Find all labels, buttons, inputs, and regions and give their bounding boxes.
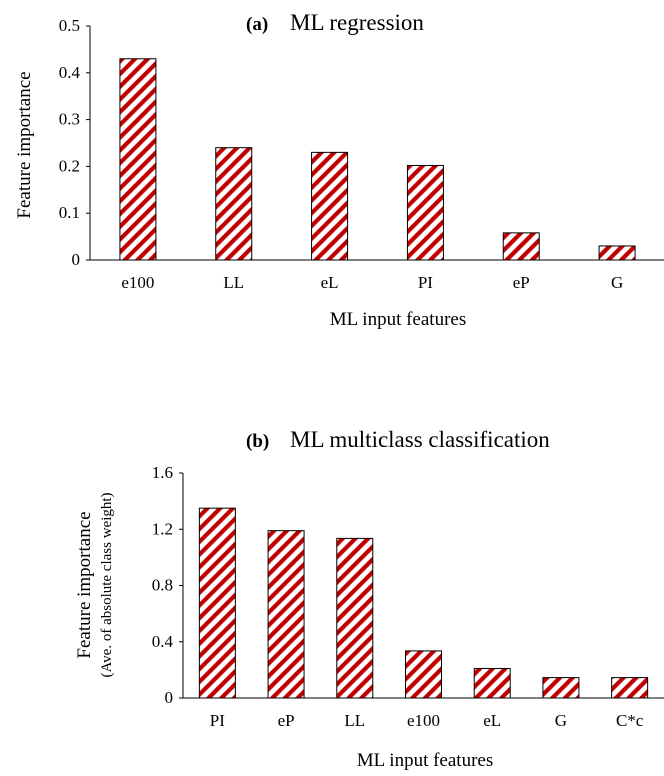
x-tick-label: eP bbox=[278, 711, 295, 730]
panel-b-tag: (b) bbox=[246, 431, 269, 452]
x-tick-label: eP bbox=[513, 273, 530, 292]
y-tick-label: 1.2 bbox=[152, 519, 173, 538]
panel-a-y-axis-title: Feature importance bbox=[14, 71, 35, 218]
bar-eL bbox=[473, 667, 511, 699]
x-tick-label: C*c bbox=[616, 711, 644, 730]
panel-b-title: ML multiclass classification bbox=[290, 427, 550, 452]
panel-a-bars bbox=[119, 58, 636, 261]
y-tick-label: 0.1 bbox=[59, 203, 80, 222]
x-tick-label: LL bbox=[344, 711, 365, 730]
x-tick-label: LL bbox=[223, 273, 244, 292]
y-tick-label: 1.6 bbox=[152, 463, 173, 482]
panel-b-x-axis-title: ML input features bbox=[357, 750, 493, 771]
x-tick-label: e100 bbox=[121, 273, 154, 292]
x-tick-label: G bbox=[555, 711, 567, 730]
bar-PI bbox=[406, 164, 444, 261]
y-tick-label: 0.8 bbox=[152, 576, 173, 595]
y-tick-label: 0.4 bbox=[152, 632, 174, 651]
panel-b-bars bbox=[198, 507, 649, 699]
y-tick-label: 0.4 bbox=[59, 63, 81, 82]
panel-a-title: ML regression bbox=[290, 10, 424, 35]
x-tick-label: PI bbox=[210, 711, 225, 730]
x-tick-label: PI bbox=[418, 273, 433, 292]
y-tick-label: 0.3 bbox=[59, 110, 80, 129]
chart-panel-classification: (b) ML multiclass classification ML inpu… bbox=[74, 427, 664, 771]
y-tick-label: 0.2 bbox=[59, 156, 80, 175]
panel-a-x-axis-title: ML input features bbox=[330, 309, 466, 330]
x-tick-label: e100 bbox=[407, 711, 440, 730]
bar-eL bbox=[311, 151, 349, 261]
panel-a-tag: (a) bbox=[246, 14, 268, 35]
bar-LL bbox=[215, 147, 253, 261]
y-tick-label: 0.5 bbox=[59, 16, 80, 35]
panel-a-axes bbox=[89, 26, 664, 261]
bar-G bbox=[542, 677, 580, 699]
panel-b-y-axis-subtitle: (Ave. of absolute class weight) bbox=[99, 492, 115, 677]
bar-G bbox=[598, 245, 636, 261]
panel-b-ticks: 0 0.4 0.8 1.2 1.6 PI eP LL e100 eL G C*c bbox=[152, 463, 644, 730]
bar-e100 bbox=[119, 58, 157, 261]
y-tick-label: 0 bbox=[72, 250, 81, 269]
x-tick-label: eL bbox=[483, 711, 501, 730]
bar-LL bbox=[336, 537, 374, 699]
y-tick-label: 0 bbox=[165, 688, 174, 707]
bar-eP bbox=[502, 232, 540, 261]
x-tick-label: G bbox=[611, 273, 623, 292]
bar-e100 bbox=[405, 650, 442, 699]
bar-PI bbox=[198, 507, 236, 699]
x-tick-label: eL bbox=[321, 273, 339, 292]
panel-b-y-axis-title: Feature importance bbox=[74, 511, 95, 658]
chart-panel-regression: (a) ML regression ML input features Feat… bbox=[14, 10, 664, 330]
bar-eP bbox=[267, 530, 305, 699]
bar-C*c bbox=[611, 677, 649, 699]
panel-a-ticks: 0 0.1 0.2 0.3 0.4 0.5 e100 LL eL PI eP G bbox=[59, 16, 623, 292]
